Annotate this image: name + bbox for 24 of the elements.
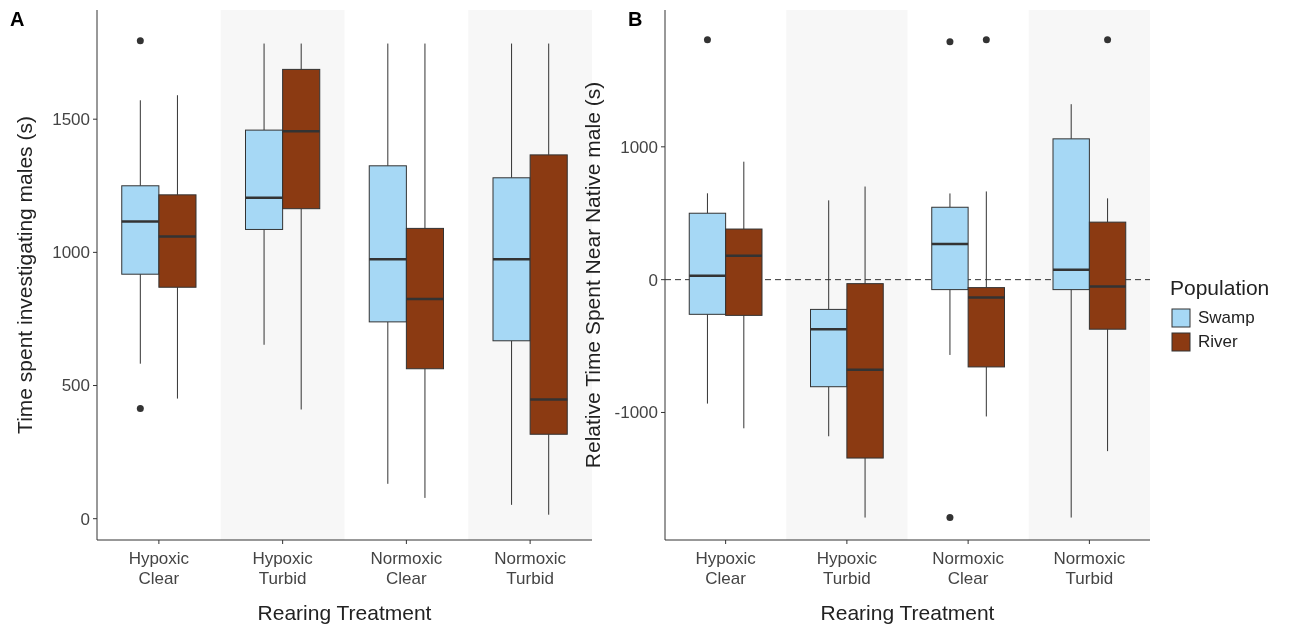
x-tick-label: Hypoxic Turbid bbox=[252, 549, 314, 588]
y-tick-label: 1000 bbox=[620, 137, 658, 157]
legend-label: Swamp bbox=[1198, 308, 1255, 327]
x-tick-label: Normoxic Turbid bbox=[494, 549, 567, 588]
x-tick-label: Hypoxic Clear bbox=[695, 549, 757, 588]
x-axis-title: Rearing Treatment bbox=[820, 601, 995, 624]
x-tick-label: Hypoxic Clear bbox=[128, 549, 190, 588]
y-tick-label: 0 bbox=[648, 270, 658, 290]
x-tick-label: Hypoxic Turbid bbox=[816, 549, 878, 588]
x-tick-label: Normoxic Clear bbox=[932, 549, 1005, 588]
x-tick-label: Normoxic Turbid bbox=[1053, 549, 1126, 588]
chart-title: A bbox=[10, 8, 25, 30]
chart-title: B bbox=[628, 8, 643, 30]
y-tick-label: -1000 bbox=[614, 403, 658, 423]
y-axis-title: Time spent investigating males (s) bbox=[13, 116, 36, 434]
y-tick-label: 0 bbox=[80, 509, 90, 529]
x-axis-title: Rearing Treatment bbox=[257, 601, 432, 624]
x-tick-label: Normoxic Clear bbox=[370, 549, 443, 588]
legend-label: River bbox=[1198, 332, 1239, 351]
y-tick-label: 1000 bbox=[52, 243, 90, 263]
y-tick-label: 500 bbox=[61, 376, 90, 396]
y-tick-label: 1500 bbox=[52, 110, 90, 130]
legend-title: Population bbox=[1170, 276, 1270, 299]
y-axis-title: Relative Time Spent Near Native male (s) bbox=[581, 81, 604, 469]
